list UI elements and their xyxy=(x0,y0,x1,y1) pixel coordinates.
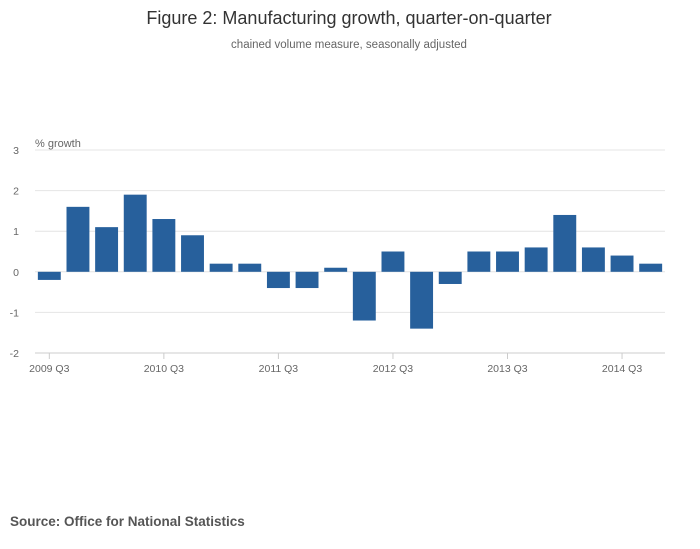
x-axis-ticks: 2009 Q3 2010 Q3 2011 Q3 2012 Q3 2013 Q3 2014 … xyxy=(29,353,642,375)
chart-title: Figure 2: Manufacturing growth, quarter-… xyxy=(146,8,551,28)
chart-subtitle: chained volume measure, seasonally adjus… xyxy=(231,39,467,51)
x-tick-label: 2010 Q3 xyxy=(144,363,184,375)
bar-2012-q3 xyxy=(381,251,405,272)
y-tick-label: 1 xyxy=(13,226,19,238)
bar-2012-q4 xyxy=(410,271,434,329)
y-tick-label: -2 xyxy=(10,348,19,360)
bar-2012-q1 xyxy=(324,267,348,272)
y-axis-label: % growth xyxy=(35,138,81,150)
bar-2011-q3 xyxy=(266,271,290,289)
bar-2011-q2 xyxy=(238,263,262,272)
x-tick-label: 2012 Q3 xyxy=(373,363,413,375)
bar-2014-q1 xyxy=(553,214,577,272)
bar-2010-q3 xyxy=(152,219,176,272)
bar-series xyxy=(37,194,663,329)
bar-2010-q2 xyxy=(123,194,147,272)
bar-2010-q1 xyxy=(95,227,119,272)
y-tick-label: 3 xyxy=(13,145,19,157)
bar-2009-q3 xyxy=(37,271,61,280)
bar-2013-q2 xyxy=(467,251,491,272)
y-tick-label: 0 xyxy=(13,267,19,279)
bar-2013-q1 xyxy=(438,271,462,284)
x-tick-label: 2014 Q3 xyxy=(602,363,642,375)
bar-2009-q4 xyxy=(66,206,90,272)
bar-2014-q2 xyxy=(581,247,605,272)
bar-2013-q4 xyxy=(524,247,548,272)
bar-2011-q1 xyxy=(209,263,233,272)
bar-2011-q4 xyxy=(295,271,319,289)
bar-2013-q3 xyxy=(496,251,519,272)
bar-2010-q4 xyxy=(181,235,204,272)
source-note: Source: Office for National Statistics xyxy=(10,514,245,529)
y-axis-ticks: 3 2 1 0 -1 -2 xyxy=(10,145,20,360)
bar-2014-q4 xyxy=(639,263,663,272)
x-tick-label: 2011 Q3 xyxy=(259,363,299,375)
bar-2012-q2 xyxy=(352,271,376,321)
y-tick-label: 2 xyxy=(13,186,19,198)
x-tick-label: 2013 Q3 xyxy=(487,363,527,375)
x-tick-label: 2009 Q3 xyxy=(29,363,69,375)
y-tick-label: -1 xyxy=(10,307,19,319)
bar-2014-q3 xyxy=(610,255,634,272)
